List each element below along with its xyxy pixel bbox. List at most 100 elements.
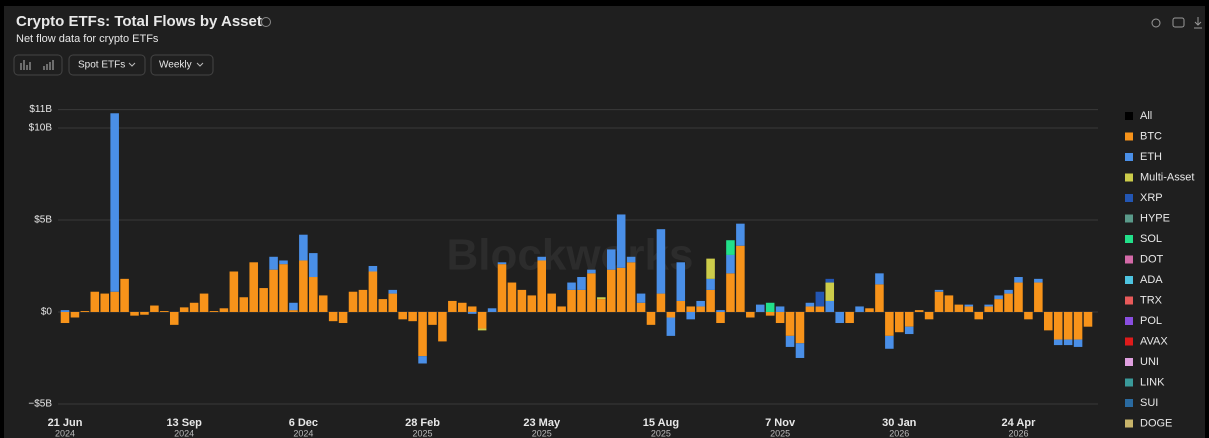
bar-segment [428, 311, 437, 325]
bar-segment [408, 311, 417, 322]
legend-label: AVAX [1140, 335, 1168, 347]
bar-segment [755, 304, 765, 312]
x-tick-label: 24 Apr [1002, 417, 1037, 429]
bar-segment [736, 245, 745, 312]
bar-segment [209, 311, 219, 312]
legend-swatch [1125, 235, 1133, 243]
bar-segment [567, 289, 576, 312]
bar-segment [318, 295, 328, 312]
bar-segment [726, 273, 735, 312]
bar-segment [805, 306, 815, 312]
bar-segment [1044, 311, 1053, 331]
y-tick-label: $10B [29, 123, 53, 134]
info-icon[interactable] [261, 17, 271, 27]
bar-segment [994, 299, 1003, 312]
bar-segment [795, 343, 805, 358]
x-tick-year: 2025 [532, 428, 552, 438]
bar-segment [289, 310, 298, 312]
bar-segment [984, 306, 993, 312]
link-icon[interactable] [1151, 18, 1161, 28]
bar-segment [150, 305, 159, 312]
bar-segment [130, 311, 139, 316]
legend-swatch [1125, 378, 1133, 387]
bar-segment [885, 311, 894, 336]
bar-segment [110, 113, 119, 292]
bar-segment [696, 306, 705, 312]
legend-swatch [1125, 419, 1133, 428]
x-tick-label: 21 Jun [48, 417, 83, 429]
bar-segment [160, 311, 169, 312]
bar-segment [726, 254, 735, 274]
bar-segment [855, 306, 864, 312]
bar-segment [169, 311, 179, 325]
bar-segment [686, 306, 695, 312]
bar-segment [507, 282, 517, 312]
bar-segment [418, 311, 427, 357]
bar-segment [418, 356, 427, 364]
interval-select[interactable] [150, 54, 214, 76]
bar-segment [358, 289, 368, 312]
toggle-icons [20, 60, 54, 70]
x-tick-label: 23 May [523, 417, 561, 429]
legend-swatch [1125, 173, 1133, 182]
bar-segment [765, 302, 775, 312]
bar-segment [497, 264, 507, 312]
x-tick-year: 2024 [55, 428, 75, 438]
product-select[interactable] [68, 54, 146, 76]
bar-segment [636, 293, 646, 303]
bar-segment [477, 328, 487, 331]
bar-segment [179, 307, 189, 312]
bar-segment [80, 311, 90, 312]
bar-segment [189, 302, 199, 312]
bar-segment [994, 295, 1003, 300]
product-label: Spot ETFs [78, 60, 125, 71]
bar-segment [775, 311, 785, 324]
bar-segment [279, 264, 288, 312]
legend-swatch [1125, 194, 1133, 202]
legend-swatch [1125, 132, 1133, 141]
legend-swatch [1125, 112, 1133, 120]
bar-segment [666, 311, 676, 318]
bar-segment [626, 256, 636, 263]
bar-segment [636, 302, 646, 312]
bar-segment [477, 311, 487, 329]
legend-label: DOGE [1140, 417, 1172, 429]
bar-segment [299, 234, 308, 261]
bar-segment [279, 260, 288, 265]
legend-swatch [1125, 337, 1133, 346]
x-tick-label: 7 Nov [765, 417, 796, 429]
chart-type-toggle[interactable] [13, 54, 63, 76]
y-tick-label: $11B [29, 104, 52, 115]
camera-icon[interactable] [1172, 17, 1185, 28]
bar-segment [70, 311, 80, 318]
bar-segment [924, 311, 934, 320]
x-tick-year: 2026 [889, 428, 909, 438]
bar-segment [964, 306, 974, 312]
bar-segment [219, 308, 229, 312]
bar-segment [616, 214, 626, 268]
bar-segment [90, 291, 100, 312]
bar-segment [269, 269, 278, 312]
bar-segment [934, 291, 944, 312]
legend-swatch [1125, 214, 1133, 223]
bar-segment [785, 311, 795, 336]
bar-segment [309, 277, 318, 312]
bar-segment [805, 302, 815, 307]
bar-segment [825, 282, 835, 301]
bar-segment [348, 291, 358, 312]
legend-swatch [1125, 153, 1133, 161]
bar-segment [1063, 311, 1073, 340]
download-icon[interactable] [1194, 17, 1202, 29]
bar-segment [587, 273, 596, 312]
legend-label: POL [1140, 315, 1162, 327]
bar-segment [1034, 278, 1043, 283]
legend-label: HYPE [1140, 212, 1170, 224]
legend-label: LINK [1140, 376, 1165, 388]
bar-segment [785, 335, 795, 347]
bar-segment [815, 306, 825, 312]
bar-segment [299, 260, 308, 312]
bar-segment [676, 300, 686, 312]
bar-segment [577, 289, 586, 312]
bar-segment [597, 299, 606, 312]
bar-segment [100, 293, 109, 312]
